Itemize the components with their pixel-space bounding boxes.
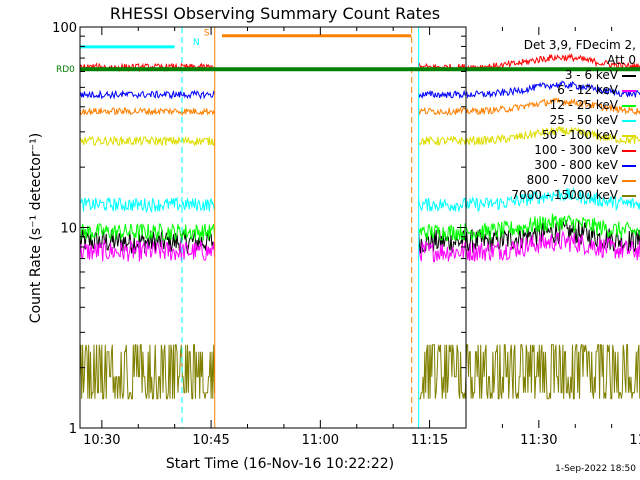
legend-swatch xyxy=(622,179,636,182)
legend-entry-label: 300 - 800 keV xyxy=(534,158,618,172)
x-tick-label-2: 11:00 xyxy=(302,433,339,448)
series-line-6 xyxy=(79,80,640,100)
legend-entry-label: 3 - 6 keV xyxy=(564,68,618,82)
x-tick-label-5: 11:45 xyxy=(629,433,640,448)
legend-swatch xyxy=(622,74,636,77)
x-tick-label-0: 10:30 xyxy=(83,433,120,448)
saa-flag-bar xyxy=(222,34,412,38)
x-axis-label: Start Time (16-Nov-16 10:22:22) xyxy=(166,456,394,472)
legend: Det 3,9, FDecim 2, Att 0 3 - 6 keV 6 - 12… xyxy=(484,38,636,203)
s-flag-label: S xyxy=(204,28,210,38)
series-line-2 xyxy=(79,213,640,242)
legend-swatch xyxy=(622,89,636,92)
legend-swatch xyxy=(622,134,636,137)
y-tick-label-1: 10 xyxy=(60,222,77,237)
legend-entry-label: 25 - 50 keV xyxy=(549,113,618,127)
series-line-8 xyxy=(79,344,640,400)
n-flag-label: N xyxy=(193,38,200,48)
legend-entry-label: 800 - 7000 keV xyxy=(526,173,618,187)
legend-entry-label: 12 - 25 keV xyxy=(549,98,618,112)
legend-entry: 300 - 800 keV xyxy=(484,158,636,173)
footer-timestamp: 1-Sep-2022 18:50 xyxy=(555,464,636,474)
legend-entry-label: 50 - 100 keV xyxy=(541,128,618,142)
rd0-flag-bar xyxy=(80,67,640,72)
chart-title: RHESSI Observing Summary Count Rates xyxy=(110,4,440,23)
legend-swatch xyxy=(622,104,636,107)
legend-entry: 800 - 7000 keV xyxy=(484,173,636,188)
overlay-layer: RD0 SN xyxy=(56,27,640,428)
x-tick-label-1: 10:45 xyxy=(192,433,229,448)
series-line-1 xyxy=(79,230,640,263)
y-tick-label-2: 100 xyxy=(52,21,77,36)
x-tick-label-4: 11:30 xyxy=(520,433,557,448)
legend-entry: 3 - 6 keV xyxy=(484,68,636,83)
legend-entry-label: 100 - 300 keV xyxy=(534,143,618,157)
legend-entry: 50 - 100 keV xyxy=(484,128,636,143)
y-axis-label: Count Rate (s⁻¹ detector⁻¹) xyxy=(28,133,44,323)
legend-swatch xyxy=(622,119,636,122)
rd0-flag-label: RD0 xyxy=(56,65,75,75)
y-tick-label-0: 1 xyxy=(69,422,77,437)
legend-header-line1: Det 3,9, FDecim 2, xyxy=(523,38,636,52)
series-line-4 xyxy=(79,126,640,147)
legend-entry: 25 - 50 keV xyxy=(484,113,636,128)
axis-layer: 10:3010:4511:0011:1511:3011:4512:0011010… xyxy=(52,21,640,448)
series-line-7 xyxy=(79,97,640,117)
x-tick-label-3: 11:15 xyxy=(411,433,448,448)
legend-header-line2: Att 0 xyxy=(607,53,636,67)
legend-swatch xyxy=(622,164,636,167)
series-line-3 xyxy=(79,186,640,214)
legend-entry: 100 - 300 keV xyxy=(484,143,636,158)
legend-swatch xyxy=(622,194,636,197)
legend-entry: 7000 - 15000 keV xyxy=(484,188,636,203)
legend-entry-label: 6 - 12 keV xyxy=(557,83,618,97)
legend-entry: 12 - 25 keV xyxy=(484,98,636,113)
legend-entry-label: 7000 - 15000 keV xyxy=(511,188,618,202)
legend-entry: 6 - 12 keV xyxy=(484,83,636,98)
night-flag-bar-1 xyxy=(80,45,175,49)
legend-swatch xyxy=(622,149,636,152)
